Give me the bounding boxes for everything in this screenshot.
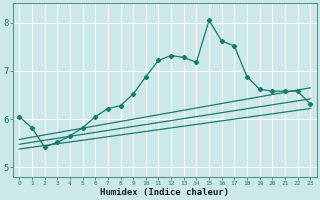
X-axis label: Humidex (Indice chaleur): Humidex (Indice chaleur) [100,188,229,197]
